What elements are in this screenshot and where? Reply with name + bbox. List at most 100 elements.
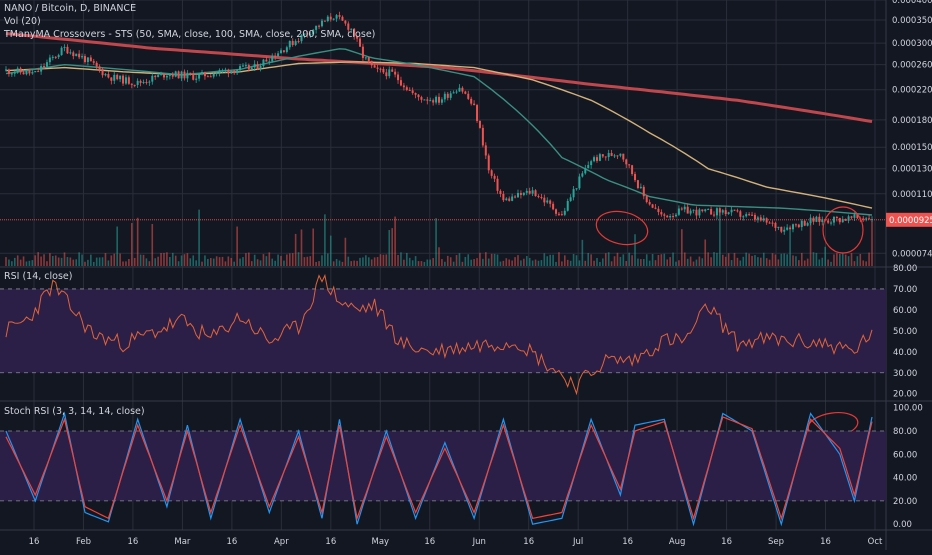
volume-bar: [514, 257, 516, 266]
volume-bar: [666, 259, 669, 266]
stoch-rsi-legend[interactable]: Stoch RSI (3, 3, 14, 14, close): [4, 406, 145, 417]
candle-body: [549, 200, 552, 204]
candle-body: [502, 194, 505, 201]
volume-bar: [824, 246, 826, 266]
volume-bar: [341, 261, 344, 266]
volume-bar: [327, 253, 329, 266]
candle-body: [133, 84, 136, 86]
volume-bar: [321, 255, 323, 266]
volume-bar: [242, 257, 244, 266]
volume-bar: [11, 261, 13, 266]
candle-body: [230, 70, 233, 74]
volume-bar: [473, 259, 475, 266]
volume-bar: [31, 260, 34, 266]
candle-body: [262, 59, 265, 67]
candle-body: [329, 16, 332, 20]
candle-body: [148, 81, 151, 83]
volume-bar: [98, 257, 101, 266]
candle-body: [297, 41, 300, 43]
candle-body: [546, 200, 549, 203]
ma-legend[interactable]: TManyMA Crossovers - STS (50, SMA, close…: [4, 29, 376, 40]
volume-bar: [587, 252, 590, 266]
candle-body: [792, 224, 795, 230]
volume-bar: [204, 255, 206, 266]
candle-body: [89, 57, 92, 62]
candle-body: [522, 192, 525, 195]
volume-bar: [523, 258, 525, 266]
volume-bar: [830, 261, 832, 266]
candle-body: [75, 53, 78, 57]
candle-body: [639, 186, 642, 188]
x-tick-label: Aug: [669, 537, 686, 547]
candle-body: [186, 72, 189, 79]
symbol-legend[interactable]: NANO / Bitcoin, D, BINANCE: [4, 3, 137, 14]
volume-bar: [765, 258, 768, 266]
volume-bar: [818, 259, 821, 266]
stoch-tick-label: 0.00: [893, 520, 912, 530]
candle-body: [587, 165, 590, 169]
volume-bar: [212, 258, 215, 266]
candle-body: [122, 75, 125, 84]
volume-bar: [844, 254, 847, 266]
candle-body: [762, 218, 765, 221]
candle-body: [660, 212, 663, 215]
candle-body: [496, 178, 499, 191]
candle-body: [405, 87, 408, 90]
volume-bar: [300, 229, 303, 266]
volume-bar: [408, 257, 411, 266]
candle-body: [364, 57, 367, 59]
volume-bar: [423, 261, 426, 266]
stoch-tick-label: 80.00: [893, 427, 917, 437]
volume-bar: [8, 259, 10, 266]
candle-body: [511, 196, 514, 201]
candle-body: [674, 214, 677, 217]
candle-body: [344, 20, 347, 24]
volume-bar: [628, 252, 630, 266]
rsi-legend[interactable]: RSI (14, close): [4, 271, 73, 282]
volume-bar: [101, 257, 104, 266]
volume-bar: [370, 259, 373, 266]
candle-body: [239, 66, 242, 71]
candle-body: [162, 73, 165, 78]
volume-bar: [259, 260, 262, 266]
candle-body: [850, 216, 853, 218]
volume-bar: [552, 254, 554, 266]
volume-legend[interactable]: Vol (20): [4, 16, 41, 27]
candle-body: [739, 211, 742, 217]
volume-bar: [280, 255, 282, 266]
volume-bar: [28, 260, 31, 266]
candle-body: [628, 164, 631, 166]
volume-bar: [622, 254, 625, 266]
volume-bar: [283, 260, 285, 266]
candle-body: [613, 155, 616, 157]
volume-bar: [871, 220, 873, 266]
candle-body: [830, 222, 833, 224]
volume-bar: [678, 260, 680, 266]
volume-bar: [291, 253, 294, 266]
candle-body: [528, 190, 531, 194]
candle-body: [572, 189, 575, 198]
volume-bar: [847, 256, 850, 266]
candle-body: [98, 66, 101, 70]
candle-body: [66, 46, 69, 54]
volume-bar: [446, 255, 449, 266]
volume-bar: [95, 257, 98, 266]
candle-body: [753, 214, 756, 220]
candle-body: [508, 198, 511, 201]
candle-body: [689, 210, 692, 214]
volume-bar: [695, 259, 698, 266]
volume-bar: [505, 258, 508, 266]
candle-body: [765, 218, 768, 223]
candle-body: [10, 73, 13, 75]
volume-bar: [57, 257, 60, 266]
candle-body: [139, 80, 142, 83]
candle-body: [771, 222, 774, 224]
volume-bar: [174, 255, 177, 266]
candle-body: [440, 99, 443, 103]
candle-body: [277, 53, 280, 57]
